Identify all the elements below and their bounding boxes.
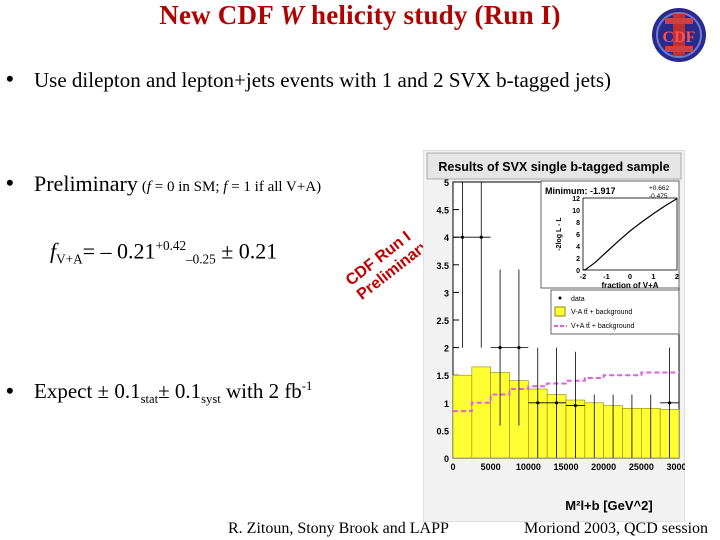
inset-y-tick-label: 8	[576, 220, 580, 227]
inset-y-label: -2log L - L	[556, 217, 563, 251]
va-bar	[471, 366, 491, 459]
legend-data-label: data	[571, 296, 585, 303]
data-point	[536, 401, 540, 405]
likelihood-curve	[582, 198, 678, 271]
inset-x-tick-label: 1	[651, 272, 655, 281]
va-bar	[452, 374, 473, 459]
bullet-dot-2: •	[6, 170, 14, 195]
x-axis-label: M²l+b [GeV^2]	[565, 498, 652, 513]
inset-x-tick-label: -1	[603, 272, 610, 281]
bullet-2-text: Preliminary (f = 0 in SM; f = 1 if all V…	[34, 171, 321, 197]
x-tick-label: 20000	[591, 462, 616, 472]
chart-title: Results of SVX single b-tagged sample	[438, 160, 669, 174]
data-point	[554, 401, 559, 405]
data-point	[479, 235, 483, 239]
legend-vpa-label: V+A tt̄ + background	[571, 322, 635, 330]
x-tick-label: 30000	[666, 462, 685, 472]
slide-title: New CDF W helicity study (Run I)	[0, 0, 720, 31]
legend-va-label: V-A tt̄ + background	[571, 308, 632, 316]
chart-legend: data V-A tt̄ + background V+A tt̄ + backgr…	[550, 289, 680, 335]
cdf-logo-icon: CDF	[652, 8, 706, 62]
inset-x-tick-label: 2	[675, 272, 679, 281]
legend-box	[550, 289, 680, 335]
y-tick-label: 2	[444, 344, 449, 354]
y-tick-label: 0.5	[436, 426, 449, 436]
data-point	[498, 346, 502, 350]
title-text-post: helicity study (Run I)	[304, 0, 561, 30]
inset-y-tick-label: 10	[572, 208, 580, 215]
y-tick-label: 3	[444, 288, 449, 298]
inset-x-tick-label: -2	[580, 272, 587, 281]
data-point	[460, 235, 465, 239]
svx-result-plot: Results of SVX single b-tagged sample 00…	[423, 150, 685, 522]
title-text-w: W	[279, 0, 305, 30]
bullet-dot-3: •	[6, 378, 14, 403]
inset-err-up: +0.662	[649, 185, 669, 192]
y-tick-label: 5	[444, 178, 449, 188]
bullet-1-text: Use dilepton and lepton+jets events with…	[34, 68, 611, 92]
legend-va-swatch	[554, 306, 566, 317]
helicity-formula: fV+A= – 0.21+0.42–0.25 ± 0.21	[50, 238, 278, 267]
inset-y-tick-label: 0	[576, 268, 580, 275]
bullet-3-text: Expect ± 0.1stat± 0.1syst with 2 fb-1	[34, 379, 313, 407]
logo-text: CDF	[663, 29, 696, 46]
bullet-2-note: (f = 0 in SM; f = 1 if all V+A)	[141, 179, 322, 195]
inset-minimum-label: Minimum: -1.917	[545, 186, 616, 196]
inset-y-tick-label: 4	[576, 244, 580, 251]
inset-y-tick-label: 2	[576, 256, 580, 263]
legend-data-marker	[558, 296, 562, 300]
data-point	[667, 401, 672, 405]
inset-err-down: -0.475	[649, 193, 668, 200]
footer-author: R. Zitoun, Stony Brook and LAPP	[228, 520, 449, 537]
y-tick-label: 3.5	[436, 261, 449, 271]
inset-x-tick-label: 0	[628, 272, 632, 281]
x-tick-label: 5000	[481, 462, 501, 472]
title-text-pre: New CDF	[159, 0, 280, 30]
y-tick-label: 1	[444, 399, 449, 409]
y-tick-label: 2.5	[436, 316, 449, 326]
inset-frame	[582, 197, 678, 271]
x-tick-label: 0	[450, 462, 455, 472]
data-point	[573, 403, 578, 408]
y-tick-label: 4.5	[436, 206, 449, 216]
y-tick-label: 4	[444, 233, 449, 243]
inset-y-tick-label: 12	[572, 196, 580, 203]
y-axis-ticks: 0 0.5 1 1.5 2 2.5 3 3.5 4 4.5 5	[436, 178, 459, 464]
y-tick-label: 0	[444, 454, 449, 464]
inset-y-tick-label: 6	[576, 232, 580, 239]
inset-x-label: fraction of V+A	[601, 281, 658, 290]
bullet-dot-1: •	[6, 66, 14, 91]
x-tick-label: 15000	[553, 462, 578, 472]
x-tick-label: 10000	[516, 462, 541, 472]
footer-conference: Moriond 2003, QCD session	[524, 520, 709, 537]
data-points	[453, 182, 679, 458]
data-point	[517, 346, 521, 350]
bullet-2-main: Preliminary	[34, 171, 138, 196]
y-tick-label: 1.5	[436, 371, 449, 381]
x-tick-label: 25000	[629, 462, 654, 472]
